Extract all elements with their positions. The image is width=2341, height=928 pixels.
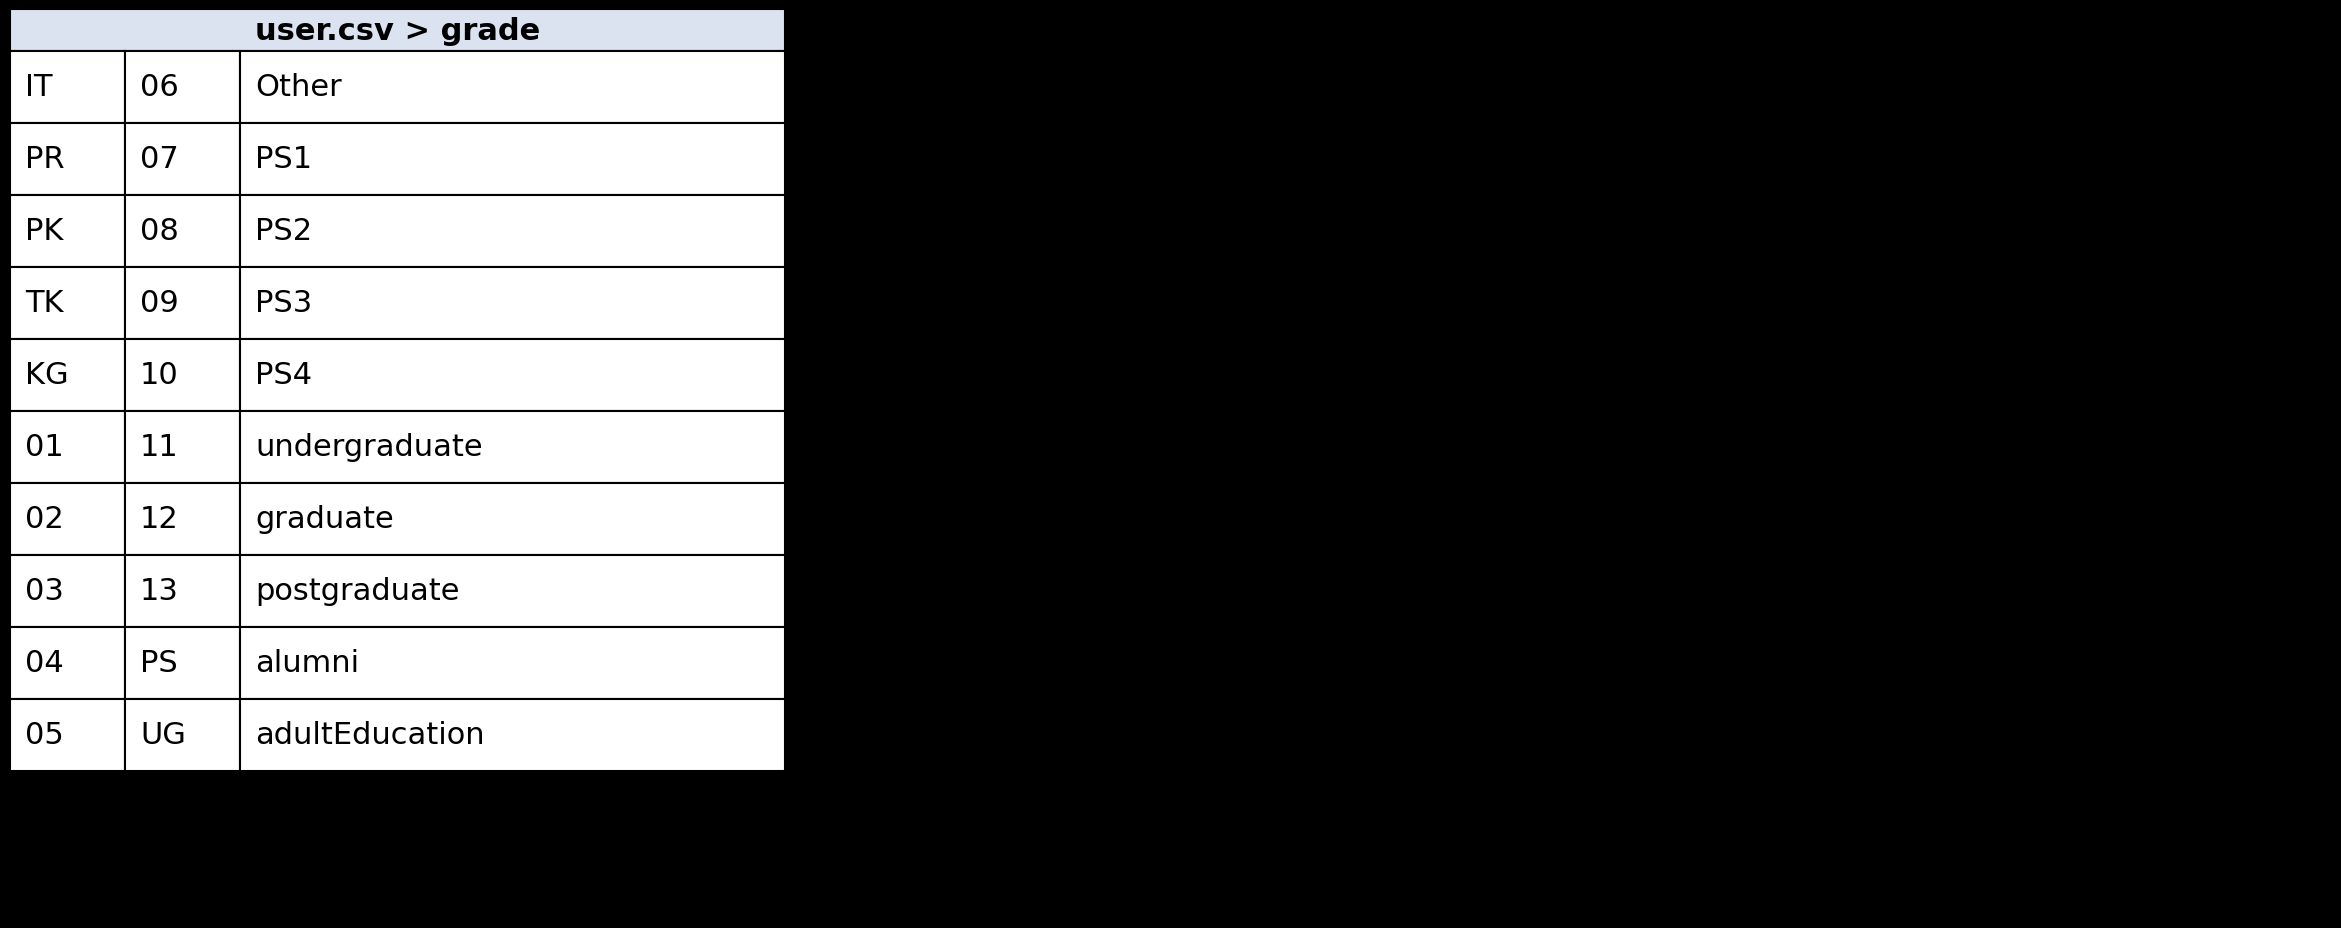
Bar [9,123,124,196]
Bar [124,123,241,196]
Text: alumni: alumni [255,649,358,677]
Bar [9,196,124,267]
Text: 08: 08 [140,217,178,246]
Bar [124,555,241,627]
Text: PS2: PS2 [255,217,311,246]
Bar [124,196,241,267]
Text: PS1: PS1 [255,146,311,174]
Text: PS: PS [140,649,178,677]
Text: user.csv > grade: user.csv > grade [255,17,541,45]
Bar [241,483,784,555]
Bar [124,267,241,340]
Text: PS3: PS3 [255,290,311,318]
Bar [9,555,124,627]
Text: 12: 12 [140,505,178,534]
Text: UG: UG [140,721,185,750]
Text: 01: 01 [26,433,63,462]
Bar [9,267,124,340]
Text: undergraduate: undergraduate [255,433,482,462]
Text: 13: 13 [140,577,178,606]
Bar [241,196,784,267]
Text: 05: 05 [26,721,63,750]
Text: PS4: PS4 [255,361,311,390]
Bar [241,123,784,196]
Text: graduate: graduate [255,505,393,534]
Bar [241,555,784,627]
Bar [9,52,124,123]
Bar [241,411,784,483]
Text: TK: TK [26,290,63,318]
Bar [241,340,784,411]
Bar [9,411,124,483]
Text: PR: PR [26,146,66,174]
Text: 10: 10 [140,361,178,390]
Text: 02: 02 [26,505,63,534]
Bar [124,627,241,699]
Text: 06: 06 [140,73,178,102]
Text: 11: 11 [140,433,178,462]
Bar [9,340,124,411]
Bar [124,483,241,555]
Bar [241,699,784,771]
Bar [9,627,124,699]
Text: postgraduate: postgraduate [255,577,459,606]
Bar [241,52,784,123]
Text: Other: Other [255,73,342,102]
Bar [124,411,241,483]
Text: 03: 03 [26,577,63,606]
Bar [9,10,784,52]
Text: 07: 07 [140,146,178,174]
Bar [124,699,241,771]
Bar [9,699,124,771]
Bar [241,627,784,699]
Text: adultEducation: adultEducation [255,721,485,750]
Bar [124,340,241,411]
Text: PK: PK [26,217,63,246]
Bar [241,267,784,340]
Text: KG: KG [26,361,68,390]
Bar [9,483,124,555]
Text: IT: IT [26,73,52,102]
Bar [124,52,241,123]
Text: 09: 09 [140,290,178,318]
Text: 04: 04 [26,649,63,677]
